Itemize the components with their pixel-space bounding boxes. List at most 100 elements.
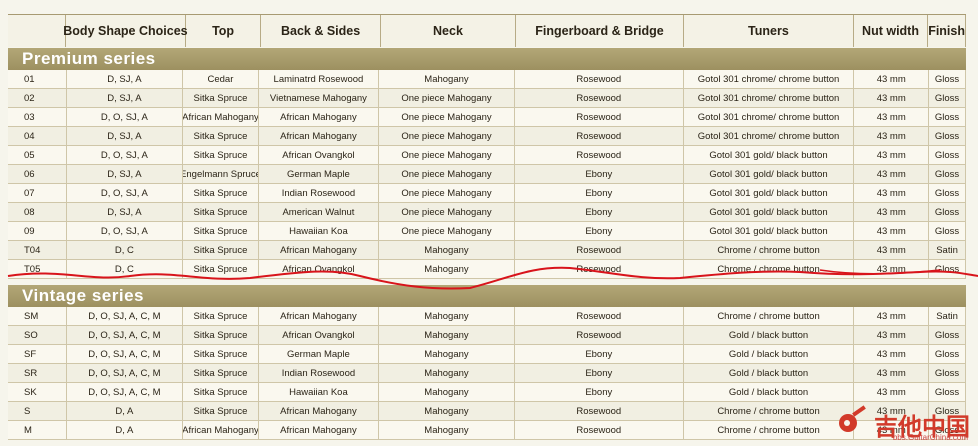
table-cell: Gloss xyxy=(929,421,966,439)
table-cell: Gloss xyxy=(929,184,966,202)
table-cell: 05 xyxy=(8,146,67,164)
table-cell: D, O, SJ, A, C, M xyxy=(67,364,184,382)
table-cell: SO xyxy=(8,326,67,344)
table-cell: 09 xyxy=(8,222,67,240)
table-cell: Gloss xyxy=(929,326,966,344)
header-cell-back-sides: Back & Sides xyxy=(261,15,381,47)
table-cell: 43 mm xyxy=(854,184,930,202)
table-cell: Ebony xyxy=(515,184,684,202)
table-cell: Sitka Spruce xyxy=(183,127,259,145)
table-cell: Vietnamese Mahogany xyxy=(259,89,380,107)
table-cell: Engelmann Spruce xyxy=(183,165,259,183)
table-cell: 43 mm xyxy=(854,70,930,88)
table-cell: Indian Rosewood xyxy=(259,184,380,202)
table-cell: African Ovangkol xyxy=(259,146,380,164)
table-cell: D, SJ, A xyxy=(67,165,184,183)
table-cell: S xyxy=(8,402,67,420)
table-cell: 01 xyxy=(8,70,67,88)
table-cell: 43 mm xyxy=(854,241,930,259)
table-cell: 43 mm xyxy=(854,383,930,401)
table-cell: D, A xyxy=(67,402,184,420)
table-cell: Gotol 301 chrome/ chrome button xyxy=(684,127,855,145)
table-cell: D, O, SJ, A, C, M xyxy=(67,307,184,325)
table-cell: Gold / black button xyxy=(684,383,855,401)
header-cell-neck: Neck xyxy=(381,15,517,47)
table-cell: Ebony xyxy=(515,364,684,382)
table-cell: African Ovangkol xyxy=(259,326,380,344)
table-cell: Gotol 301 gold/ black button xyxy=(684,165,855,183)
table-cell: Gloss xyxy=(929,345,966,363)
table-cell: German Maple xyxy=(259,345,380,363)
table-cell: Rosewood xyxy=(515,260,684,278)
table-cell: Gloss xyxy=(929,402,966,420)
table-cell: One piece Mahogany xyxy=(379,222,515,240)
table-cell: 43 mm xyxy=(854,89,930,107)
table-cell: 43 mm xyxy=(854,222,930,240)
table-cell: 43 mm xyxy=(854,421,930,439)
table-cell: Mahogany xyxy=(379,70,515,88)
table-cell: 03 xyxy=(8,108,67,126)
header-cell-fingerboard: Fingerboard & Bridge xyxy=(516,15,684,47)
table-cell: Mahogany xyxy=(379,260,515,278)
table-cell: Rosewood xyxy=(515,146,684,164)
table-cell: Hawaiian Koa xyxy=(259,222,380,240)
table-cell: Rosewood xyxy=(515,127,684,145)
table-cell: Gloss xyxy=(929,203,966,221)
table-cell: D, SJ, A xyxy=(67,70,184,88)
header-cell-nut-width: Nut width xyxy=(854,15,929,47)
table-cell: African Mahogany xyxy=(259,127,380,145)
table-cell: 43 mm xyxy=(854,108,930,126)
table-cell: 43 mm xyxy=(854,127,930,145)
table-cell: 04 xyxy=(8,127,67,145)
table-cell: Gloss xyxy=(929,165,966,183)
table-row: 03 D, O, SJ, A African Mahogany African Mah… xyxy=(8,108,966,127)
table-cell: African Mahogany xyxy=(259,402,380,420)
table-cell: African Mahogany xyxy=(259,307,380,325)
table-row: 01 D, SJ, A Cedar Laminatrd Rosewood Mahogan… xyxy=(8,70,966,89)
table-cell: 06 xyxy=(8,165,67,183)
table-cell: One piece Mahogany xyxy=(379,89,515,107)
table-cell: D, SJ, A xyxy=(67,203,184,221)
table-cell: 43 mm xyxy=(854,364,930,382)
table-cell: Gloss xyxy=(929,127,966,145)
table-cell: Gotol 301 chrome/ chrome button xyxy=(684,89,855,107)
table-row: SR D, O, SJ, A, C, M Sitka Spruce Indian Ro… xyxy=(8,364,966,383)
table-cell: Gotol 301 gold/ black button xyxy=(684,222,855,240)
table-cell: Gotol 301 gold/ black button xyxy=(684,203,855,221)
table-cell: D, O, SJ, A xyxy=(67,222,184,240)
table-row: 04 D, SJ, A Sitka Spruce African Mahogany On… xyxy=(8,127,966,146)
table-cell: D, O, SJ, A, C, M xyxy=(67,345,184,363)
table-cell: Gloss xyxy=(929,146,966,164)
header-cell-top: Top xyxy=(186,15,262,47)
table-cell: Gloss xyxy=(929,108,966,126)
table-cell: Gloss xyxy=(929,70,966,88)
table-cell: SK xyxy=(8,383,67,401)
table-cell: D, O, SJ, A, C, M xyxy=(67,383,184,401)
table-row: 02 D, SJ, A Sitka Spruce Vietnamese Mahogan… xyxy=(8,89,966,108)
table-cell: Sitka Spruce xyxy=(183,241,259,259)
table-cell: Gotol 301 gold/ black button xyxy=(684,146,855,164)
table-cell: Mahogany xyxy=(379,383,515,401)
table-cell: Gloss xyxy=(929,364,966,382)
table-cell: Mahogany xyxy=(379,364,515,382)
table-cell: D, SJ, A xyxy=(67,89,184,107)
table-cell: D, O, SJ, A xyxy=(67,184,184,202)
table-cell: Sitka Spruce xyxy=(183,203,259,221)
table-cell: Chrome / chrome button xyxy=(684,260,855,278)
table-cell: One piece Mahogany xyxy=(379,127,515,145)
table-row: 06 D, SJ, A Engelmann Spruce German Maple On… xyxy=(8,165,966,184)
header-cell-tuners: Tuners xyxy=(684,15,854,47)
table-cell: Sitka Spruce xyxy=(183,402,259,420)
table-cell: Gotol 301 chrome/ chrome button xyxy=(684,108,855,126)
watermark-text: 吉他中国 xyxy=(874,414,970,441)
header-cell-model xyxy=(8,15,66,47)
table-cell: Rosewood xyxy=(515,421,684,439)
table-row: T05 D, C Sitka Spruce African Ovangkol Mahog… xyxy=(8,260,966,279)
table-cell: Mahogany xyxy=(379,307,515,325)
table-cell: Gold / black button xyxy=(684,345,855,363)
table-cell: 07 xyxy=(8,184,67,202)
table-cell: M xyxy=(8,421,67,439)
table-cell: One piece Mahogany xyxy=(379,108,515,126)
table-cell: African Mahogany xyxy=(259,108,380,126)
